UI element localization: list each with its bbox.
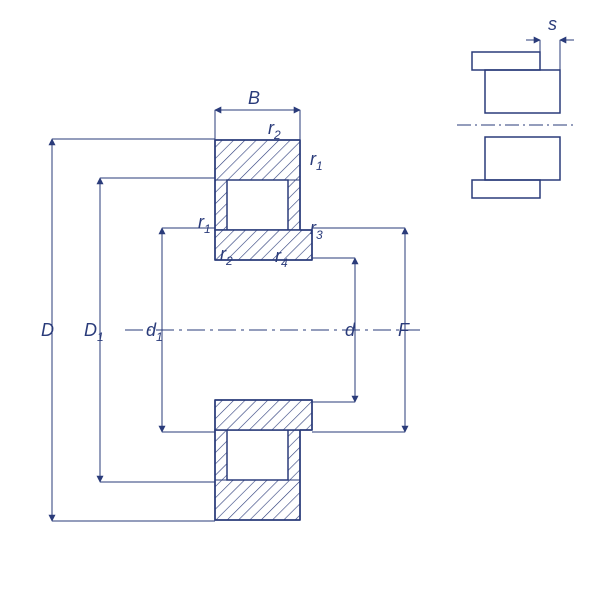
svg-text:B: B (248, 88, 260, 108)
svg-text:d1: d1 (146, 320, 163, 344)
svg-text:D: D (41, 320, 54, 340)
svg-text:r1: r1 (310, 149, 323, 173)
svg-text:D1: D1 (84, 320, 104, 344)
diagram-stage: DD1d1dFB r1r2r2r1r3r4 s (0, 0, 600, 600)
main-cross-section (125, 140, 420, 520)
diagram-svg: DD1d1dFB r1r2r2r1r3r4 s (0, 0, 600, 600)
auxiliary-side-view: s (457, 14, 575, 198)
svg-text:r1: r1 (198, 212, 211, 236)
svg-text:s: s (548, 14, 557, 34)
svg-text:d: d (345, 320, 356, 340)
svg-text:r2: r2 (268, 118, 281, 142)
svg-text:F: F (398, 320, 410, 340)
